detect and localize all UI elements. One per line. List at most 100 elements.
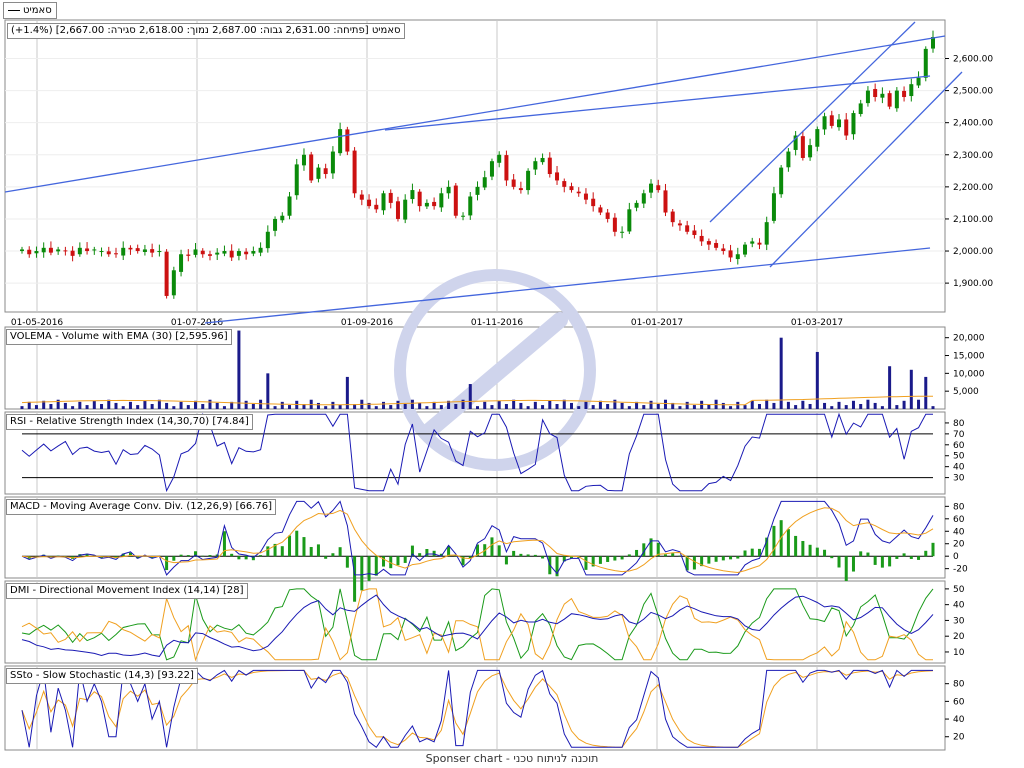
macd-histogram-bar [136, 556, 140, 559]
macd-title: MACD - Moving Average Conv. Div. (12,26,… [6, 499, 276, 515]
macd-histogram-bar [707, 556, 711, 564]
candle-body [215, 252, 220, 255]
volume-bar [128, 401, 132, 409]
legend-box[interactable]: סאמיט [3, 2, 57, 19]
macd-histogram-bar [374, 556, 378, 576]
volume-bar [555, 404, 559, 409]
volume-bar [143, 400, 147, 409]
volume-bar [172, 406, 176, 409]
candle-body [135, 248, 140, 252]
candle-body [562, 181, 567, 187]
volume-ema-line [21, 395, 933, 406]
volume-bar [678, 406, 682, 409]
dmi-title: DMI - Directional Movement Index (14,14)… [6, 583, 248, 599]
macd-histogram-bar [692, 556, 696, 570]
y-tick-label: 20,000 [953, 334, 985, 344]
volume-bar [569, 402, 573, 409]
candle-body [99, 251, 104, 253]
candle-body [171, 270, 176, 296]
macd-histogram-bar [251, 556, 255, 561]
volume-bar [924, 376, 928, 409]
volume-bar [425, 406, 429, 409]
macd-histogram-bar [165, 556, 169, 571]
macd-histogram-bar [295, 530, 299, 557]
volume-bar [757, 404, 761, 409]
macd-histogram-bar [873, 556, 877, 565]
volume-bar [345, 376, 349, 409]
volume-bar [685, 401, 689, 409]
candle-body [468, 196, 473, 216]
macd-histogram-bar [439, 553, 443, 557]
volume-title: VOLEMA - Volume with EMA (30) [2,595.96] [6, 329, 232, 345]
macd-histogram-bar [837, 556, 841, 568]
y-tick-label: 15,000 [953, 352, 985, 362]
candle-body [641, 193, 646, 204]
y-tick-label: -20 [953, 565, 968, 575]
candle-body [229, 250, 234, 258]
candle-body [85, 248, 90, 252]
volume-bar [49, 404, 53, 409]
y-tick-label: 40 [953, 715, 965, 725]
y-tick-label: 80 [953, 419, 965, 429]
candle-body [916, 77, 921, 86]
y-tick-label: 20 [953, 733, 965, 743]
macd-histogram-bar [562, 556, 566, 562]
candle-body [179, 254, 184, 272]
candle-body [540, 157, 545, 163]
macd-histogram-bar [851, 556, 855, 572]
volume-bar [888, 366, 892, 409]
candle-body [280, 215, 285, 221]
macd-histogram-bar [222, 531, 226, 557]
y-tick-label: 10 [953, 648, 965, 658]
candle-body [489, 161, 494, 177]
volume-bar [692, 405, 696, 409]
candle-body [699, 235, 704, 242]
candle-body [663, 190, 668, 213]
macd-histogram-bar [367, 556, 371, 581]
volume-bar [71, 406, 75, 409]
macd-histogram-bar [389, 556, 393, 569]
y-tick-label: 2,400.00 [953, 119, 993, 129]
candle-body [251, 251, 256, 254]
macd-histogram-bar [909, 556, 913, 559]
candle-body [106, 251, 111, 255]
volume-bar [548, 400, 552, 409]
macd-histogram-bar [259, 555, 263, 557]
ssto-d-line [21, 669, 934, 748]
macd-histogram-bar [743, 550, 747, 557]
candle-body [236, 251, 241, 256]
candle-body [475, 186, 480, 195]
candle-body [764, 222, 769, 245]
trend-line-4 [769, 71, 963, 268]
candle-body [555, 172, 560, 181]
candle-body [388, 192, 393, 203]
volume-bar [635, 401, 639, 409]
candle-body [121, 247, 126, 256]
volume-bar [765, 399, 769, 409]
volume-bar [280, 401, 284, 409]
candle-body [374, 204, 379, 210]
volume-bar [541, 405, 545, 409]
macd-histogram-bar [461, 556, 465, 566]
macd-histogram-bar [584, 556, 588, 570]
volume-bar [815, 351, 819, 409]
volume-bar [707, 404, 711, 409]
candle-body [352, 150, 357, 194]
candle-body [721, 248, 726, 252]
macd-histogram-bar [237, 556, 241, 560]
trend-line-1 [204, 247, 931, 324]
volume-bar [107, 399, 111, 409]
macd-histogram-bar [179, 554, 183, 557]
macd-histogram-bar [613, 556, 617, 561]
volume-bar [42, 400, 46, 409]
macd-histogram-bar [418, 553, 422, 557]
macd-histogram-bar [273, 543, 277, 557]
candle-body [576, 191, 581, 194]
volume-bar [338, 405, 342, 409]
macd-histogram-bar [208, 555, 212, 557]
volume-bar [418, 402, 422, 409]
macd-line [21, 500, 934, 576]
macd-histogram-bar [410, 545, 414, 557]
volume-bar [859, 404, 863, 409]
volume-bar [186, 405, 190, 409]
